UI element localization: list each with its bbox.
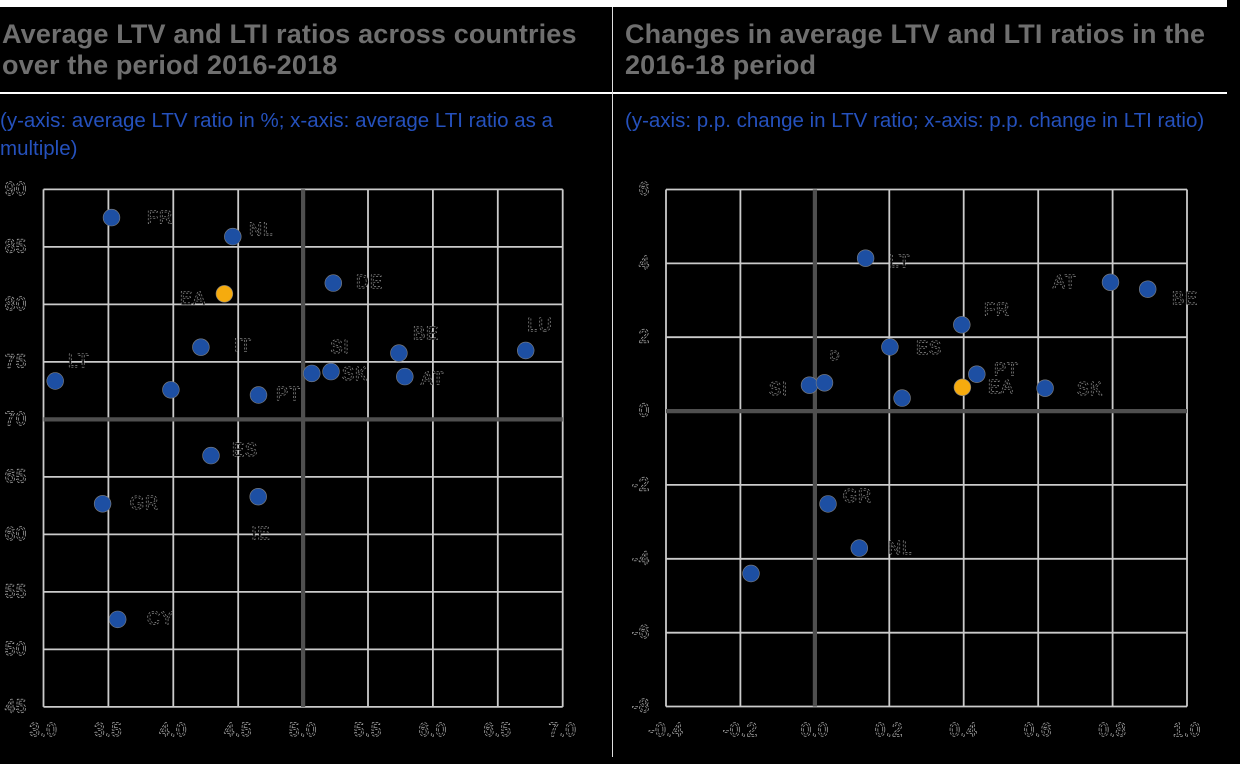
svg-text:D: D	[830, 348, 840, 363]
svg-text:NL: NL	[249, 220, 274, 240]
svg-text:75: 75	[5, 351, 27, 371]
svg-text:IE: IE	[251, 524, 270, 544]
svg-text:-6: -6	[632, 622, 650, 642]
svg-text:5.5: 5.5	[354, 720, 382, 740]
svg-text:GR: GR	[130, 493, 159, 513]
svg-text:3.0: 3.0	[29, 720, 57, 740]
svg-text:SK: SK	[342, 364, 368, 384]
svg-text:0.2: 0.2	[875, 720, 903, 740]
svg-text:AT: AT	[1053, 272, 1077, 292]
svg-text:0.8: 0.8	[1099, 720, 1127, 740]
svg-text:ES: ES	[916, 338, 942, 358]
svg-text:60: 60	[5, 524, 27, 544]
svg-text:-0.2: -0.2	[723, 720, 758, 740]
svg-text:2: 2	[639, 327, 650, 347]
svg-text:LU: LU	[527, 315, 552, 335]
svg-text:EA: EA	[180, 289, 206, 309]
svg-text:SK: SK	[1077, 379, 1103, 399]
svg-text:DE: DE	[356, 272, 383, 292]
svg-text:7.0: 7.0	[549, 720, 577, 740]
svg-text:80: 80	[5, 294, 27, 314]
svg-text:6: 6	[639, 179, 650, 199]
svg-text:50: 50	[5, 639, 27, 659]
svg-text:0: 0	[639, 401, 650, 421]
svg-text:AT: AT	[421, 369, 445, 389]
svg-text:PT: PT	[276, 384, 301, 404]
svg-text:85: 85	[5, 236, 27, 256]
svg-text:45: 45	[5, 696, 27, 716]
svg-text:LT: LT	[889, 252, 911, 272]
svg-text:4: 4	[639, 253, 650, 273]
svg-text:-2: -2	[632, 474, 650, 494]
svg-text:1.0: 1.0	[1173, 720, 1201, 740]
svg-text:90: 90	[5, 179, 27, 199]
svg-text:-8: -8	[632, 696, 650, 716]
svg-text:NL: NL	[888, 538, 913, 558]
svg-text:55: 55	[5, 581, 27, 601]
svg-text:6.0: 6.0	[419, 720, 447, 740]
svg-text:65: 65	[5, 466, 27, 486]
svg-text:ES: ES	[232, 440, 258, 460]
svg-text:GR: GR	[843, 486, 872, 506]
svg-text:FR: FR	[147, 208, 173, 228]
svg-text:4.5: 4.5	[224, 720, 252, 740]
svg-text:SI: SI	[769, 379, 788, 399]
svg-text:SI: SI	[330, 337, 349, 357]
svg-text:-0.4: -0.4	[648, 720, 683, 740]
svg-text:4.0: 4.0	[159, 720, 187, 740]
svg-text:0.6: 0.6	[1024, 720, 1052, 740]
svg-text:BE: BE	[1172, 289, 1198, 309]
svg-text:6.5: 6.5	[484, 720, 512, 740]
svg-text:LT: LT	[68, 351, 90, 371]
svg-text:70: 70	[5, 409, 27, 429]
svg-text:3.5: 3.5	[94, 720, 122, 740]
svg-text:IT: IT	[234, 336, 252, 356]
svg-text:FR: FR	[984, 300, 1010, 320]
svg-text:5.0: 5.0	[289, 720, 317, 740]
svg-text:PT: PT	[994, 360, 1019, 380]
svg-text:-4: -4	[632, 548, 650, 568]
svg-text:0.4: 0.4	[950, 720, 978, 740]
svg-text:0.0: 0.0	[801, 720, 829, 740]
svg-text:CY: CY	[147, 609, 174, 629]
svg-text:BE: BE	[413, 324, 439, 344]
svg-text:EA: EA	[988, 377, 1014, 397]
